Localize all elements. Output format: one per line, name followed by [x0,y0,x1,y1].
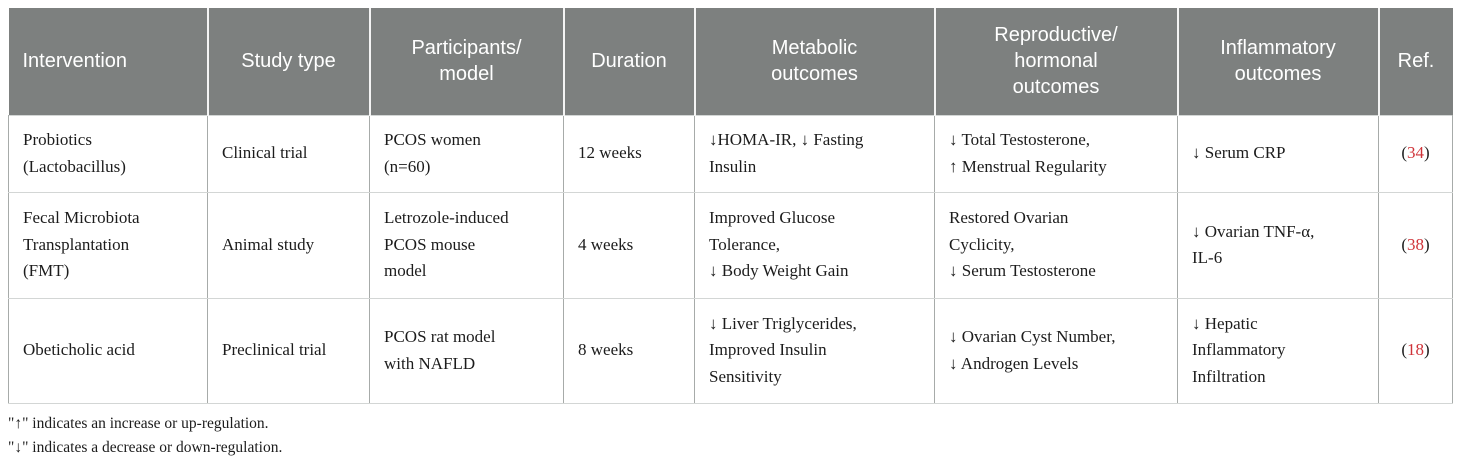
cell-inflammatory-outcomes: ↓ Serum CRP [1177,114,1379,193]
footnote-down-arrow: "↓" indicates a decrease or down-regulat… [8,438,283,456]
col-header-reproductive-hormonal-outcomes: Reproductive/ hormonal outcomes [933,8,1178,115]
ref-citation-link[interactable]: 18 [1407,340,1424,360]
cell-inflammatory-outcomes: ↓ Hepatic Inflammatory Infiltration [1177,297,1379,404]
cell-ref: (34) [1378,114,1453,193]
ref-paren-open: ( [1401,340,1407,360]
col-header-intervention: Intervention [8,8,208,115]
interventions-outcomes-table: Intervention Study type Participants/ mo… [8,8,1453,404]
col-header-participants-model: Participants/ model [368,8,564,115]
cell-metabolic-outcomes: ↓ Liver Triglycerides, Improved Insulin … [694,297,935,404]
ref-paren-close: ) [1424,234,1430,254]
table-row-obeticholic-acid: Obeticholic acid Preclinical trial PCOS … [8,297,1453,404]
table-footnotes: "↑" indicates an increase or up-regulati… [8,412,1452,460]
col-header-inflammatory-outcomes: Inflammatory outcomes [1176,8,1379,115]
ref-paren-close: ) [1424,340,1430,360]
cell-metabolic-outcomes: Improved Glucose Tolerance, ↓ Body Weigh… [694,191,935,299]
header-row: Intervention Study type Participants/ mo… [8,8,1453,115]
cell-study-type: Preclinical trial [207,297,370,404]
cell-ref: (18) [1378,297,1453,404]
table-row-fmt: Fecal Microbiota Transplantation (FMT) A… [8,191,1453,299]
ref-paren-open: ( [1401,143,1407,163]
cell-study-type: Animal study [207,191,370,299]
table-row-probiotics: Probiotics (Lactobacillus) Clinical tria… [8,114,1453,193]
ref-paren-close: ) [1424,143,1430,163]
footnote-up-arrow: "↑" indicates an increase or up-regulati… [8,414,269,432]
cell-metabolic-outcomes: ↓HOMA-IR, ↓ Fasting Insulin [694,114,935,193]
cell-duration: 12 weeks [563,114,695,193]
table-body: Probiotics (Lactobacillus) Clinical tria… [8,114,1453,404]
cell-study-type: Clinical trial [207,114,370,193]
ref-citation-link[interactable]: 34 [1407,143,1424,163]
cell-intervention: Probiotics (Lactobacillus) [8,114,208,193]
cell-participants-model: PCOS rat model with NAFLD [369,297,564,404]
cell-intervention: Fecal Microbiota Transplantation (FMT) [8,191,208,299]
cell-reproductive-outcomes: ↓ Ovarian Cyst Number, ↓ Androgen Levels [934,297,1178,404]
ref-citation-link[interactable]: 38 [1407,234,1424,254]
col-header-metabolic-outcomes: Metabolic outcomes [693,8,935,115]
cell-reproductive-outcomes: ↓ Total Testosterone, ↑ Menstrual Regula… [934,114,1178,193]
ref-paren-open: ( [1401,234,1407,254]
cell-inflammatory-outcomes: ↓ Ovarian TNF-α, IL-6 [1177,191,1379,299]
cell-intervention: Obeticholic acid [8,297,208,404]
table-header: Intervention Study type Participants/ mo… [8,8,1453,115]
cell-participants-model: Letrozole-induced PCOS mouse model [369,191,564,299]
cell-duration: 4 weeks [563,191,695,299]
cell-duration: 8 weeks [563,297,695,404]
col-header-study-type: Study type [206,8,370,115]
cell-reproductive-outcomes: Restored Ovarian Cyclicity, ↓ Serum Test… [934,191,1178,299]
col-header-duration: Duration [562,8,695,115]
col-header-ref: Ref. [1377,8,1453,115]
cell-participants-model: PCOS women (n=60) [369,114,564,193]
cell-ref: (38) [1378,191,1453,299]
